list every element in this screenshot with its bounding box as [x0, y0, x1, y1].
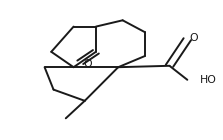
Text: HO: HO — [200, 75, 217, 85]
Text: O: O — [189, 33, 198, 43]
Text: O: O — [84, 59, 92, 69]
